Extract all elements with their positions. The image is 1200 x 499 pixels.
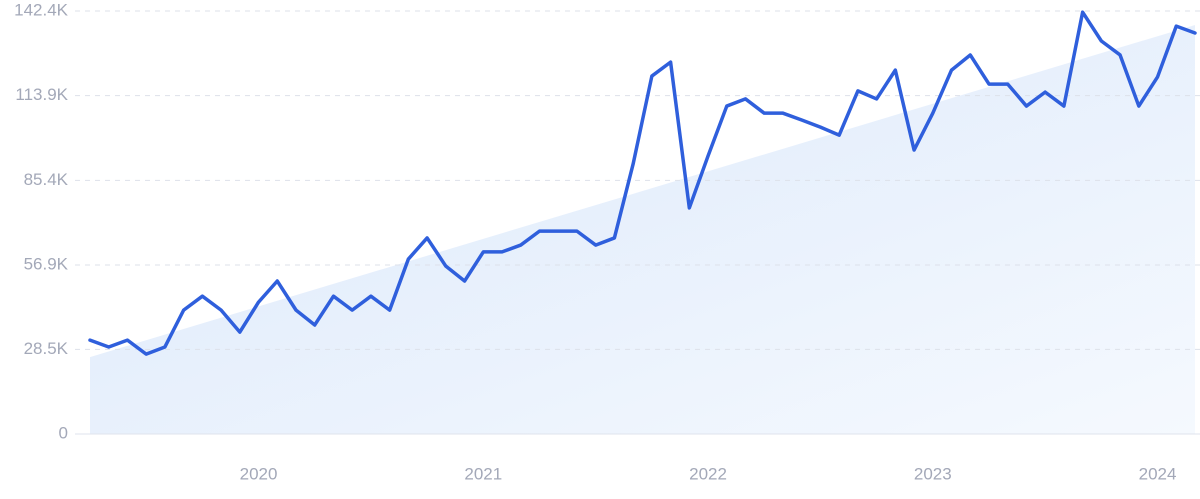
x-tick-label: 2024 xyxy=(1139,464,1177,483)
x-tick-label: 2020 xyxy=(240,464,278,483)
trend-area xyxy=(90,24,1195,435)
x-tick-label: 2021 xyxy=(464,464,502,483)
y-tick-label: 85.4K xyxy=(24,170,69,189)
y-tick-label: 56.9K xyxy=(24,254,69,273)
y-tick-label: 28.5K xyxy=(24,339,69,358)
y-tick-label: 113.9K xyxy=(15,85,68,104)
line xyxy=(88,10,1197,356)
x-tick-label: 2023 xyxy=(914,464,952,483)
x-tick-label: 2022 xyxy=(689,464,727,483)
y-tick-label: 0 xyxy=(59,423,68,442)
y-tick-label: 142.4K xyxy=(14,0,69,19)
